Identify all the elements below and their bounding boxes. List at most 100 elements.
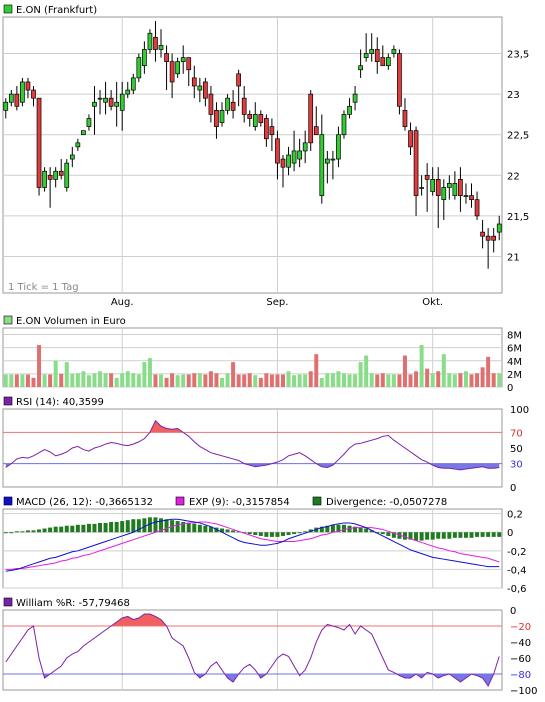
candle-body	[308, 93, 314, 144]
candle-body	[408, 130, 413, 148]
divergence-bar	[103, 522, 108, 533]
volume-bar	[203, 374, 208, 387]
volume-bar	[475, 373, 480, 387]
volume-bar	[142, 362, 147, 387]
volume-bar	[14, 374, 19, 387]
candle-body	[164, 53, 169, 62]
wr-ytick-label: −20	[510, 622, 531, 633]
candle-body	[397, 53, 402, 107]
divergence-bar	[264, 532, 269, 537]
volume-bar	[353, 374, 358, 387]
candle-body	[391, 49, 397, 54]
divergence-bar	[37, 529, 42, 533]
volume-bar	[153, 374, 158, 387]
candle-body	[258, 114, 264, 123]
volume-bar	[364, 355, 369, 387]
divergence-bar	[31, 530, 36, 533]
divergence-bar	[358, 527, 363, 533]
divergence-bar	[419, 532, 424, 541]
divergence-bar	[125, 520, 130, 533]
divergence-bar	[92, 523, 97, 533]
divergence-bar	[414, 532, 419, 541]
volume-bar	[297, 374, 302, 387]
volume-bar	[236, 374, 241, 387]
volume-bar	[280, 374, 285, 387]
candle-body	[385, 57, 391, 67]
macd-ytick-label: -0,4	[507, 565, 527, 576]
wr-ytick-label: 0	[510, 606, 516, 617]
candle-body	[252, 114, 258, 127]
rsi-line	[5, 419, 500, 471]
candle-body	[435, 179, 441, 196]
divergence-bar	[336, 524, 341, 533]
volume-bar	[86, 375, 91, 387]
divergence-bar	[175, 521, 180, 533]
candle-body	[291, 150, 297, 164]
divergence-bar	[330, 524, 335, 533]
williams-r-panel: −100 −80 −60 −40 −20 0	[3, 606, 537, 697]
divergence-bar	[9, 532, 14, 534]
divergence-bar	[220, 528, 225, 533]
divergence-bar	[475, 532, 480, 537]
divergence-bar	[269, 532, 274, 537]
wr-ytick-label: −100	[510, 686, 537, 697]
divergence-bar	[386, 532, 391, 536]
volume-bar	[214, 373, 219, 387]
volume-bar	[286, 371, 291, 387]
candle-body	[230, 101, 236, 111]
volume-bar	[330, 373, 335, 387]
volume-bar	[386, 374, 391, 387]
candle-body	[319, 134, 325, 196]
volume-bar	[319, 377, 324, 387]
divergence-bar	[253, 532, 258, 536]
candle-body	[136, 57, 142, 79]
candle-body	[191, 77, 197, 87]
candle-body	[474, 199, 480, 217]
volume-bar	[92, 373, 97, 387]
divergence-bar	[153, 517, 158, 533]
candle-body	[130, 77, 136, 91]
divergence-bar	[192, 523, 197, 533]
divergence-bar	[109, 522, 114, 533]
candle-body	[336, 134, 341, 160]
volume-bar	[181, 374, 186, 387]
volume-bar	[347, 374, 352, 387]
divergence-bar	[208, 526, 213, 533]
divergence-bar	[425, 532, 430, 540]
candle-body	[153, 36, 158, 50]
volume-bar	[341, 373, 346, 387]
price-ytick-label: 21	[507, 252, 520, 263]
candle-body	[374, 49, 380, 62]
candle-body	[36, 97, 42, 188]
volume-bar	[419, 345, 424, 387]
divergence-bar	[53, 526, 58, 533]
volume-legend-swatch	[3, 315, 13, 325]
x-axis-label: Okt.	[422, 297, 443, 308]
divergence-bar	[75, 524, 80, 533]
volume-bar	[31, 377, 36, 387]
candle-body	[225, 97, 230, 111]
wr-frame	[2, 609, 503, 691]
volume-bar	[197, 373, 202, 387]
divergence-bar	[59, 526, 64, 533]
divergence-bar	[231, 530, 236, 533]
divergence-bar	[14, 531, 19, 533]
price-legend: E.ON (Frankfurt)	[16, 5, 97, 16]
volume-bar	[136, 374, 141, 387]
candle-body	[75, 142, 81, 148]
candle-body	[97, 97, 103, 100]
candle-body	[491, 235, 497, 241]
candle-body	[81, 130, 86, 136]
candle-body	[419, 187, 424, 189]
volume-bar	[458, 373, 463, 387]
rsi-ytick-label: 0	[510, 483, 516, 494]
wr-legend: William %R: -57,79468	[16, 598, 130, 609]
divergence-bar	[380, 532, 385, 535]
rsi-ytick-label: 100	[510, 405, 529, 416]
divergence-bar	[159, 518, 164, 533]
divergence-bar	[364, 528, 369, 533]
candle-body	[441, 187, 447, 200]
divergence-bar	[42, 528, 47, 533]
wr-legend-swatch	[3, 597, 13, 607]
